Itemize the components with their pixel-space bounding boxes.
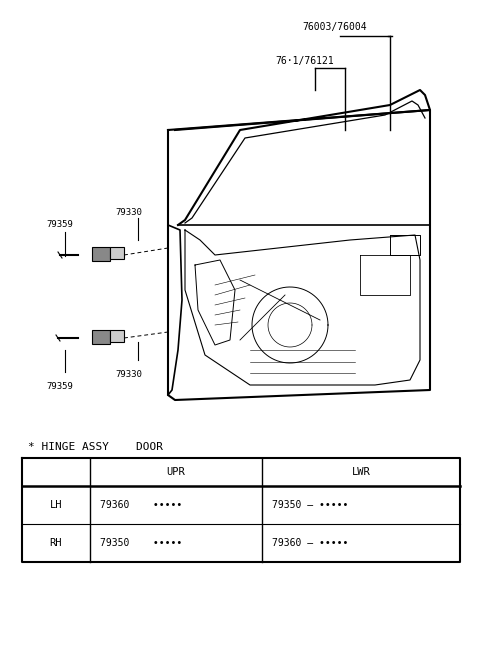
Text: 79330: 79330 xyxy=(115,370,142,379)
Text: 79360 – •••••: 79360 – ••••• xyxy=(272,538,348,548)
Text: 79330: 79330 xyxy=(115,208,142,217)
Text: * HINGE ASSY    DOOR: * HINGE ASSY DOOR xyxy=(28,442,163,452)
Text: RH: RH xyxy=(50,538,62,548)
Text: 79360    •••••: 79360 ••••• xyxy=(100,500,182,510)
Text: 79359: 79359 xyxy=(46,382,73,391)
Text: 79350 – •••••: 79350 – ••••• xyxy=(272,500,348,510)
Text: 76·1/76121: 76·1/76121 xyxy=(275,56,334,66)
Bar xyxy=(110,330,124,342)
Text: LH: LH xyxy=(50,500,62,510)
Bar xyxy=(110,247,124,259)
Bar xyxy=(92,247,110,261)
Text: 79359: 79359 xyxy=(46,220,73,229)
Bar xyxy=(92,330,110,344)
Text: LWR: LWR xyxy=(352,467,371,477)
Text: UPR: UPR xyxy=(167,467,185,477)
Text: 76003/76004: 76003/76004 xyxy=(302,22,367,32)
Text: 79350    •••••: 79350 ••••• xyxy=(100,538,182,548)
